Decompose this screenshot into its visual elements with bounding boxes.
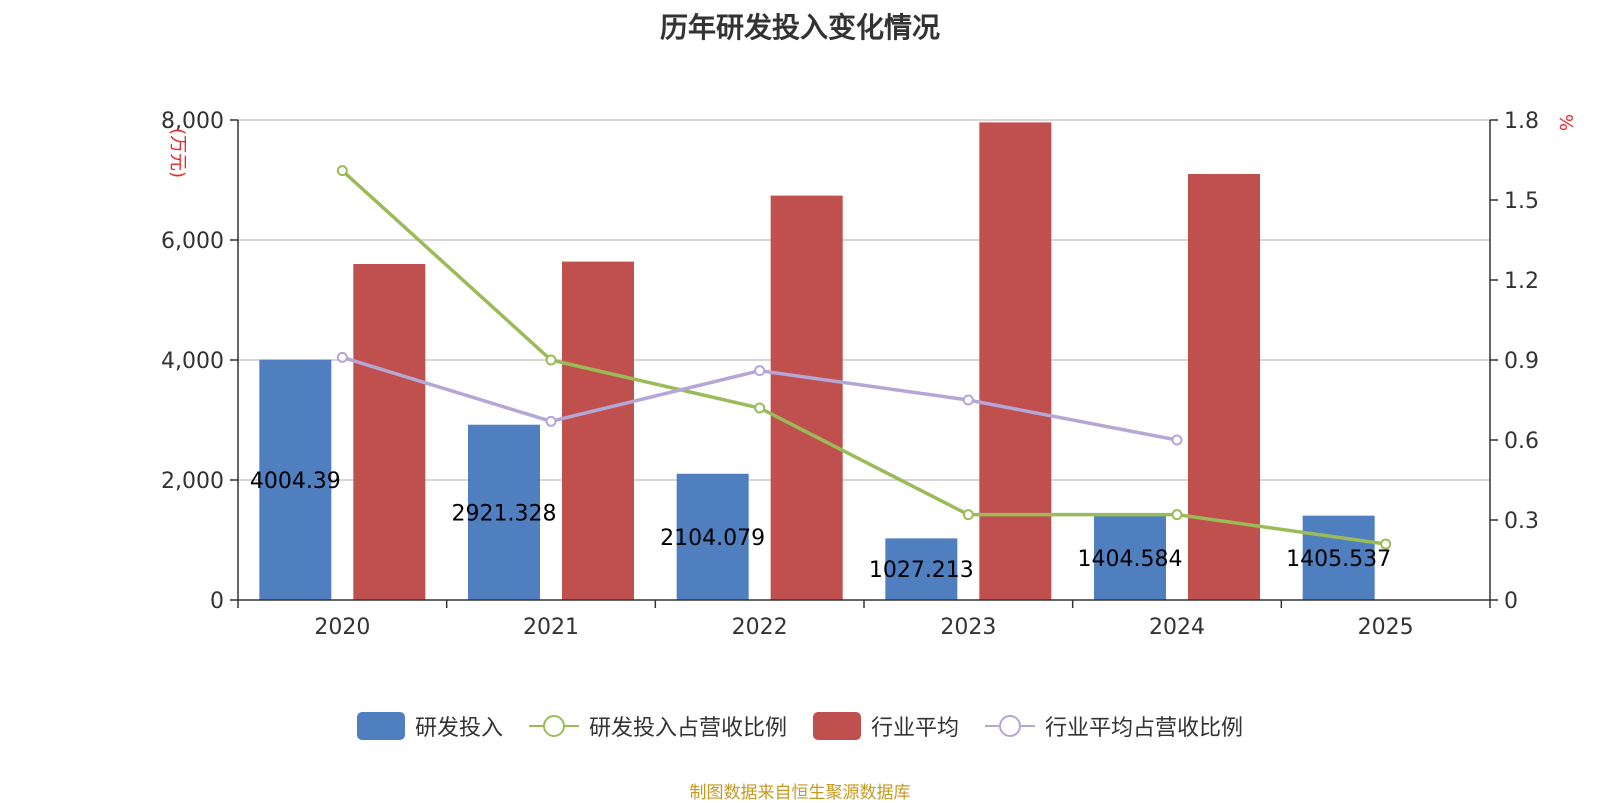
bar-rd-investment[interactable] <box>259 359 332 600</box>
data-label-rd-investment: 1027.213 <box>869 558 974 583</box>
x-tick-label: 2025 <box>1358 615 1414 640</box>
legend-label-industry-ratio: 行业平均占营收比例 <box>1045 716 1244 741</box>
y-left-tick-label: 4,000 <box>161 349 224 374</box>
source-note: 制图数据来自恒生聚源数据库 <box>689 783 911 803</box>
point-industry-ratio[interactable] <box>962 394 974 406</box>
bar-rd-investment[interactable] <box>885 538 958 600</box>
data-label-rd-investment: 4004.39 <box>250 469 341 494</box>
legend: 研发投入 研发投入占营收比例 行业平均 行业平均占营收比例 <box>0 706 1600 746</box>
point-rd-ratio[interactable] <box>336 165 348 177</box>
legend-swatch-rd-ratio <box>528 715 579 737</box>
legend-item-industry-ratio[interactable]: 行业平均占营收比例 <box>985 710 1243 742</box>
y-right-unit-label: % <box>1555 114 1576 131</box>
y-right-tick-label: 0 <box>1504 589 1518 614</box>
bar-rd-investment[interactable] <box>676 473 749 600</box>
legend-item-rd-investment[interactable]: 研发投入 <box>356 710 503 742</box>
line-rd-ratio <box>341 169 1386 546</box>
bar-industry-avg[interactable] <box>979 122 1052 601</box>
bar-industry-avg[interactable] <box>353 264 426 600</box>
legend-label-rd-investment: 研发投入 <box>414 716 503 741</box>
data-label-rd-investment: 1404.584 <box>1078 547 1183 572</box>
bar-industry-avg[interactable] <box>1188 174 1260 600</box>
point-industry-ratio[interactable] <box>1171 434 1183 446</box>
legend-item-rd-ratio[interactable]: 研发投入占营收比例 <box>528 710 787 742</box>
legend-swatch-rd-investment <box>356 712 405 740</box>
point-rd-ratio[interactable] <box>1171 509 1183 521</box>
y-left-tick-label: 2,000 <box>161 469 224 494</box>
x-tick-label: 2021 <box>523 615 579 640</box>
legend-item-industry-avg[interactable]: 行业平均 <box>813 710 959 742</box>
legend-label-industry-avg: 行业平均 <box>871 716 960 741</box>
legend-swatch-industry-ratio <box>985 715 1036 737</box>
legend-label-rd-ratio: 研发投入占营收比例 <box>588 716 787 741</box>
bar-industry-avg[interactable] <box>770 195 843 600</box>
y-right-tick-label: 1.8 <box>1504 109 1539 134</box>
bar-rd-investment[interactable] <box>468 424 540 600</box>
y-right-tick-label: 1.2 <box>1504 269 1539 294</box>
chart-area: 0 2,000 4,000 6,000 8,000 0 0.3 0.6 0.9 1.2 1.5 1.8… <box>161 109 1576 640</box>
point-industry-ratio[interactable] <box>336 351 348 363</box>
y-left-tick-label: 8,000 <box>161 109 224 134</box>
data-label-rd-investment: 1405.537 <box>1286 547 1391 572</box>
chart-title: 历年研发投入变化情况 <box>659 11 940 44</box>
point-rd-ratio[interactable] <box>754 402 766 414</box>
y-left-tick-label: 0 <box>210 589 224 614</box>
data-label-rd-investment: 2104.079 <box>660 526 765 551</box>
y-right-tick-label: 1.5 <box>1504 189 1539 214</box>
bar-industry-avg[interactable] <box>562 261 634 600</box>
x-tick-label: 2022 <box>732 615 788 640</box>
point-rd-ratio[interactable] <box>545 354 557 366</box>
point-industry-ratio[interactable] <box>754 365 766 377</box>
legend-swatch-industry-avg <box>813 712 861 740</box>
x-tick-label: 2024 <box>1149 615 1205 640</box>
point-rd-ratio[interactable] <box>962 509 974 521</box>
y-left-unit-label: (万元) <box>167 128 188 178</box>
y-right-tick-label: 0.3 <box>1504 509 1539 534</box>
x-tick-label: 2023 <box>940 615 996 640</box>
data-label-rd-investment: 2921.328 <box>452 501 557 526</box>
y-right-tick-label: 0.9 <box>1504 349 1539 374</box>
y-right-tick-label: 0.6 <box>1504 429 1539 454</box>
bar-rd-investment[interactable] <box>1302 515 1375 600</box>
bar-rd-investment[interactable] <box>1094 515 1166 600</box>
y-left-tick-label: 6,000 <box>161 229 224 254</box>
point-rd-ratio[interactable] <box>1380 538 1392 550</box>
point-industry-ratio[interactable] <box>545 415 557 427</box>
x-tick-label: 2020 <box>314 615 370 640</box>
